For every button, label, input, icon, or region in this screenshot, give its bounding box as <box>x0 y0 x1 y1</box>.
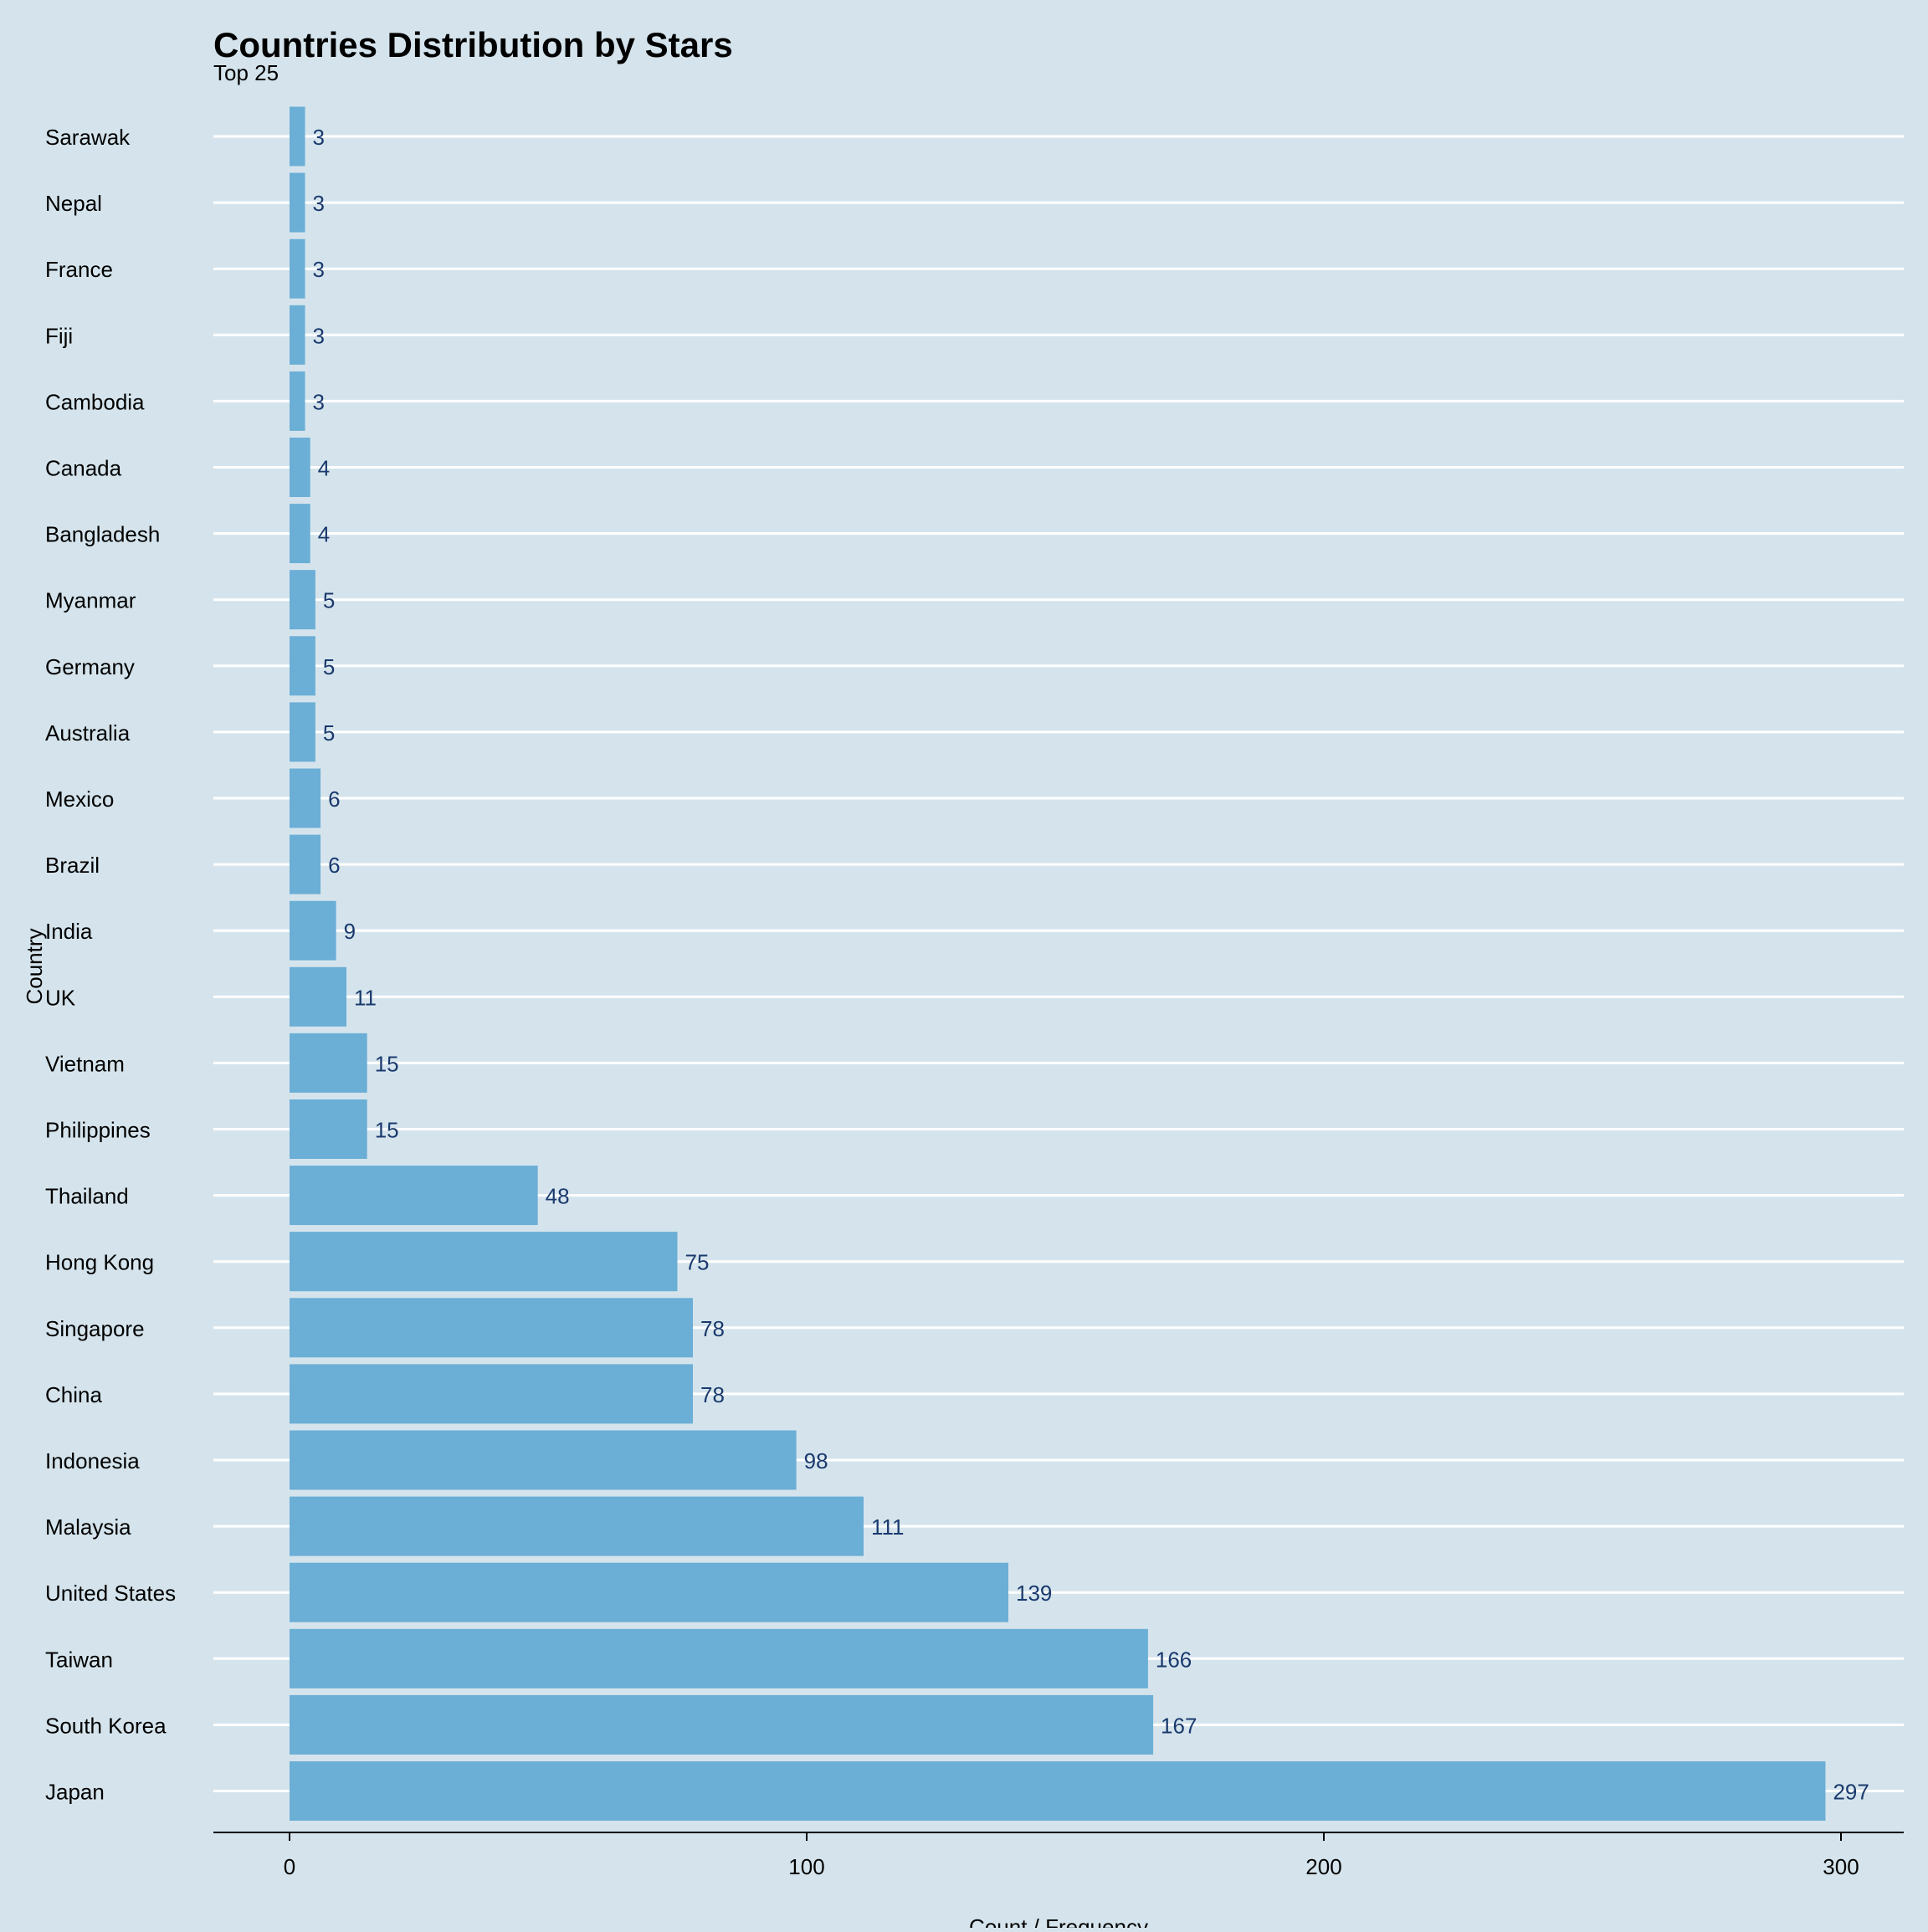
value-label-south-korea: 167 <box>1161 1713 1197 1738</box>
value-label-australia: 5 <box>323 720 335 746</box>
bar-india <box>290 900 336 961</box>
y-tick-label-taiwan: Taiwan <box>45 1647 113 1672</box>
value-label-brazil: 6 <box>328 853 340 878</box>
y-tick-label-philippines: Philippines <box>45 1118 151 1143</box>
bar-united-states <box>290 1562 1009 1622</box>
value-label-hong-kong: 75 <box>685 1250 710 1275</box>
chart-subtitle: Top 25 <box>213 60 279 85</box>
y-tick-label-singapore: Singapore <box>45 1316 145 1341</box>
value-label-fiji: 3 <box>313 323 325 348</box>
value-label-indonesia: 98 <box>804 1448 828 1473</box>
value-label-thailand: 48 <box>546 1184 570 1209</box>
bar-nepal <box>290 172 305 233</box>
y-tick-label-france: France <box>45 257 113 282</box>
value-label-japan: 297 <box>1833 1780 1869 1805</box>
value-label-bangladesh: 4 <box>318 522 330 547</box>
value-label-united-states: 139 <box>1016 1581 1052 1606</box>
bars <box>290 106 1826 1821</box>
y-tick-label-hong-kong: Hong Kong <box>45 1250 154 1275</box>
bar-thailand <box>290 1166 538 1226</box>
bar-bangladesh <box>290 504 310 564</box>
x-tick-label-300: 300 <box>1823 1854 1859 1879</box>
value-label-myanmar: 5 <box>323 588 335 613</box>
y-tick-label-china: China <box>45 1382 102 1407</box>
value-label-france: 3 <box>313 257 325 282</box>
value-label-cambodia: 3 <box>313 389 325 414</box>
y-tick-label-indonesia: Indonesia <box>45 1448 140 1473</box>
bar-canada <box>290 438 310 497</box>
value-label-germany: 5 <box>323 654 335 679</box>
x-axis-label: Count / Frequency <box>969 1914 1148 1928</box>
value-label-china: 78 <box>700 1382 725 1407</box>
chart-title: Countries Distribution by Stars <box>213 25 733 64</box>
bar-myanmar <box>290 570 315 630</box>
x-tick-label-0: 0 <box>284 1854 295 1879</box>
y-tick-labels: Sarawak Nepal France Fiji Cambodia Canada Bang… <box>45 125 176 1805</box>
bar-fiji <box>290 305 305 365</box>
value-label-canada: 4 <box>318 456 330 481</box>
value-label-vietnam: 15 <box>375 1051 399 1076</box>
y-tick-label-uk: UK <box>45 985 76 1010</box>
y-tick-label-south-korea: South Korea <box>45 1713 167 1738</box>
x-tick-label-100: 100 <box>788 1854 824 1879</box>
y-tick-label-myanmar: Myanmar <box>45 588 136 613</box>
x-tick-label-200: 200 <box>1305 1854 1341 1879</box>
bar-hong-kong <box>290 1232 678 1292</box>
value-label-malaysia: 111 <box>871 1514 905 1540</box>
y-tick-label-australia: Australia <box>45 720 131 746</box>
y-tick-label-nepal: Nepal <box>45 191 102 216</box>
value-label-singapore: 78 <box>700 1316 725 1341</box>
bar-japan <box>290 1761 1826 1821</box>
bar-sarawak <box>290 106 305 167</box>
bar-philippines <box>290 1099 367 1159</box>
y-tick-label-vietnam: Vietnam <box>45 1051 125 1076</box>
y-tick-label-brazil: Brazil <box>45 853 100 878</box>
bar-malaysia <box>290 1496 864 1556</box>
y-tick-label-thailand: Thailand <box>45 1184 129 1209</box>
y-tick-label-bangladesh: Bangladesh <box>45 522 160 547</box>
bar-australia <box>290 702 315 762</box>
value-label-philippines: 15 <box>375 1118 399 1143</box>
value-labels: 3 3 3 3 3 4 4 5 5 5 6 6 9 11 15 15 48 75 78 78 98 111 139 166 16… <box>313 125 1869 1805</box>
bar-mexico <box>290 768 321 828</box>
bar-vietnam <box>290 1033 367 1093</box>
bar-indonesia <box>290 1430 797 1490</box>
bar-france <box>290 238 305 299</box>
bar-uk <box>290 966 346 1027</box>
y-tick-label-germany: Germany <box>45 654 135 679</box>
bar-south-korea <box>290 1694 1154 1755</box>
value-label-sarawak: 3 <box>313 125 325 150</box>
y-tick-label-united-states: United States <box>45 1581 176 1606</box>
y-axis-label: Country <box>22 928 47 1004</box>
value-label-uk: 11 <box>354 985 377 1010</box>
bar-china <box>290 1364 694 1424</box>
bar-brazil <box>290 834 321 894</box>
y-tick-label-fiji: Fiji <box>45 323 73 348</box>
y-tick-label-malaysia: Malaysia <box>45 1514 131 1540</box>
value-label-taiwan: 166 <box>1156 1647 1192 1672</box>
y-tick-label-sarawak: Sarawak <box>45 125 131 150</box>
bar-germany <box>290 636 315 696</box>
y-tick-label-cambodia: Cambodia <box>45 389 145 414</box>
x-ticks: 0 100 200 300 <box>284 1832 1859 1879</box>
value-label-mexico: 6 <box>328 787 340 812</box>
value-label-india: 9 <box>344 919 356 944</box>
y-tick-label-canada: Canada <box>45 456 122 481</box>
y-tick-label-japan: Japan <box>45 1780 105 1805</box>
bar-cambodia <box>290 371 305 431</box>
bar-singapore <box>290 1298 694 1358</box>
bar-taiwan <box>290 1628 1148 1689</box>
y-tick-label-mexico: Mexico <box>45 787 114 812</box>
y-tick-label-india: India <box>45 919 93 944</box>
value-label-nepal: 3 <box>313 191 325 216</box>
